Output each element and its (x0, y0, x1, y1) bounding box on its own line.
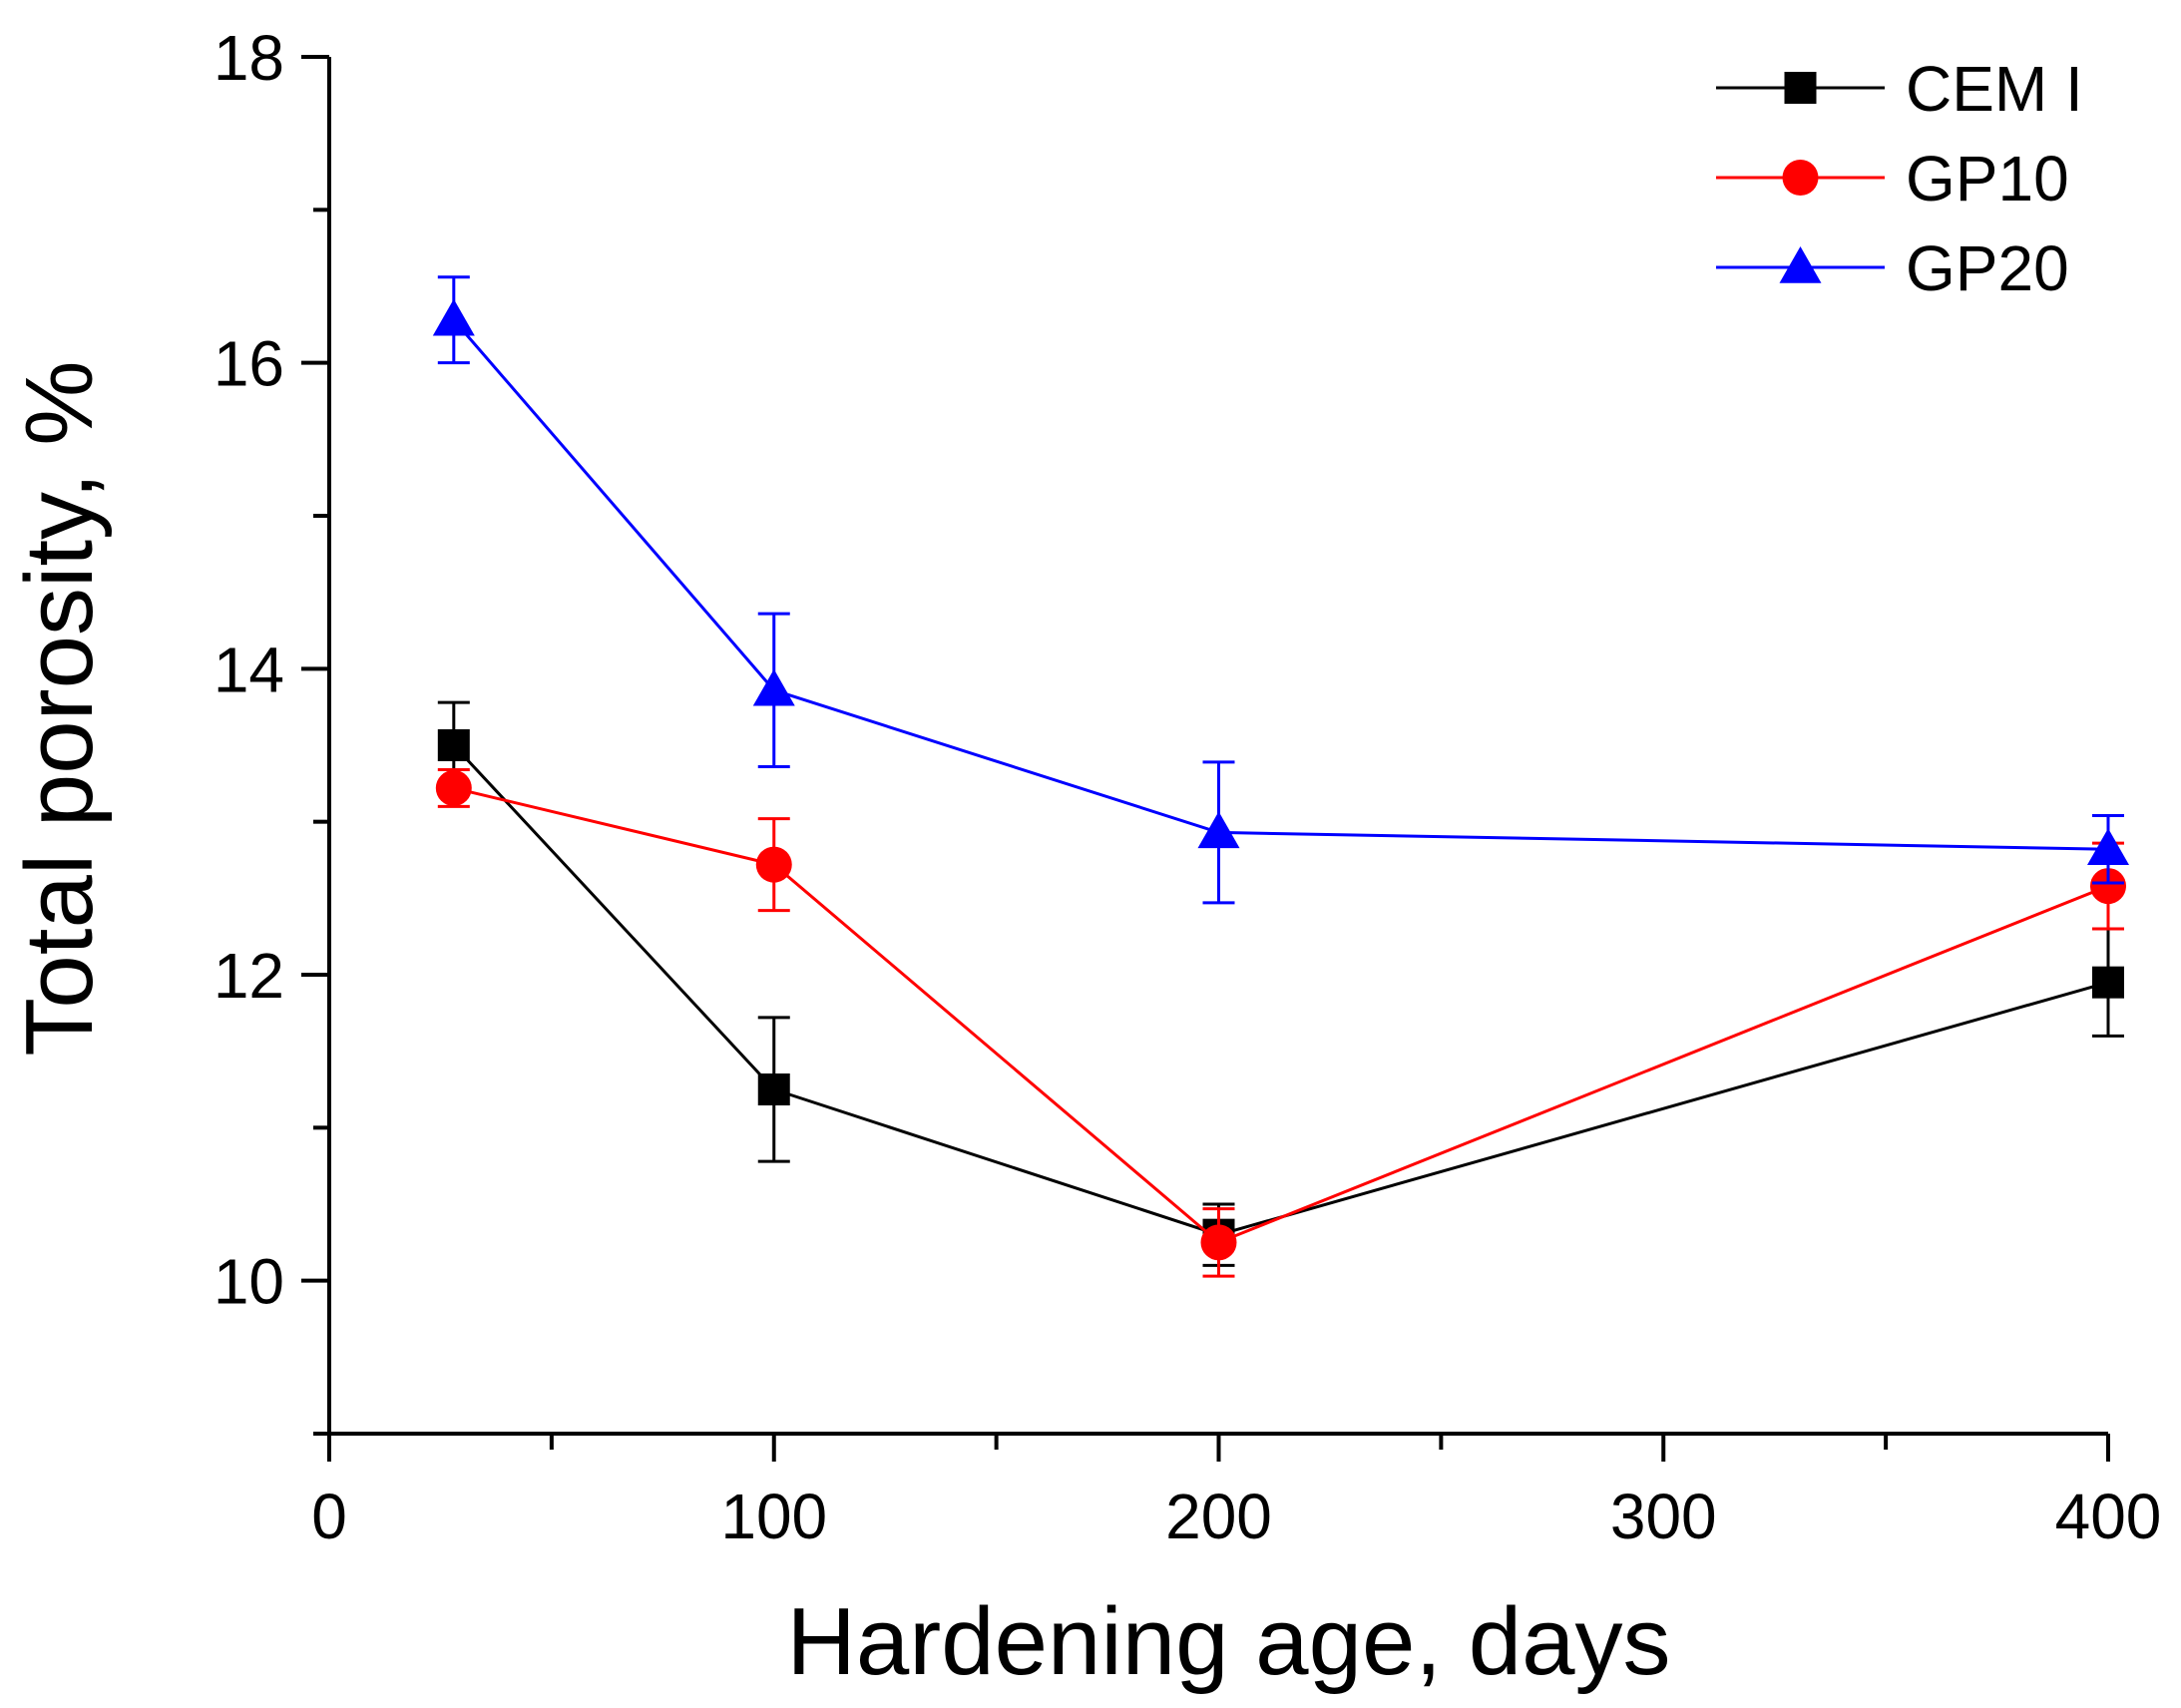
legend-marker (1784, 72, 1817, 104)
legend-label: CEM I (1906, 53, 2083, 125)
data-point (435, 769, 472, 806)
legend: CEM I GP10 GP20 (1716, 53, 2083, 304)
x-tick-label: 100 (720, 1481, 827, 1552)
series-line (452, 318, 2109, 851)
y-tick-label: 16 (214, 328, 284, 400)
x-ticks: 0 100 200 300 400 (311, 1434, 2161, 1552)
y-axis-title: Total porosity, % (6, 360, 113, 1056)
series-line (452, 743, 2109, 1237)
legend-entry: CEM I (1716, 53, 2083, 125)
y-tick-label: 18 (214, 22, 284, 94)
legend-label: GP20 (1906, 232, 2069, 304)
x-tick-label: 400 (2055, 1481, 2162, 1552)
y-ticks: 10 12 14 16 18 (214, 22, 329, 1436)
y-tick-label: 10 (214, 1246, 284, 1318)
data-point (755, 846, 792, 883)
x-axis-title: Hardening age, days (787, 1588, 1671, 1695)
legend-entry: GP10 (1716, 143, 2069, 214)
legend-label: GP10 (1906, 143, 2069, 214)
series-cem-i (437, 700, 2124, 1267)
data-point (437, 729, 470, 761)
x-tick-label: 0 (311, 1481, 347, 1552)
data-point (757, 1073, 790, 1105)
x-tick-label: 300 (1610, 1481, 1717, 1552)
data-point (752, 668, 795, 706)
series-layer (432, 275, 2129, 1278)
data-point (2087, 828, 2129, 866)
series-gp10 (435, 768, 2126, 1278)
data-point (2092, 966, 2124, 999)
x-tick-label: 200 (1165, 1481, 1272, 1552)
y-tick-label: 14 (214, 634, 284, 705)
series-gp20 (432, 275, 2129, 905)
data-point (1200, 1224, 1237, 1261)
legend-entry: GP20 (1716, 232, 2069, 304)
data-point (2090, 868, 2126, 905)
legend-marker (1782, 160, 1819, 196)
data-point (432, 298, 475, 336)
data-point (1197, 811, 1240, 849)
y-tick-label: 12 (214, 940, 284, 1012)
series-line (453, 786, 2109, 1245)
legend-marker (1779, 246, 1822, 283)
